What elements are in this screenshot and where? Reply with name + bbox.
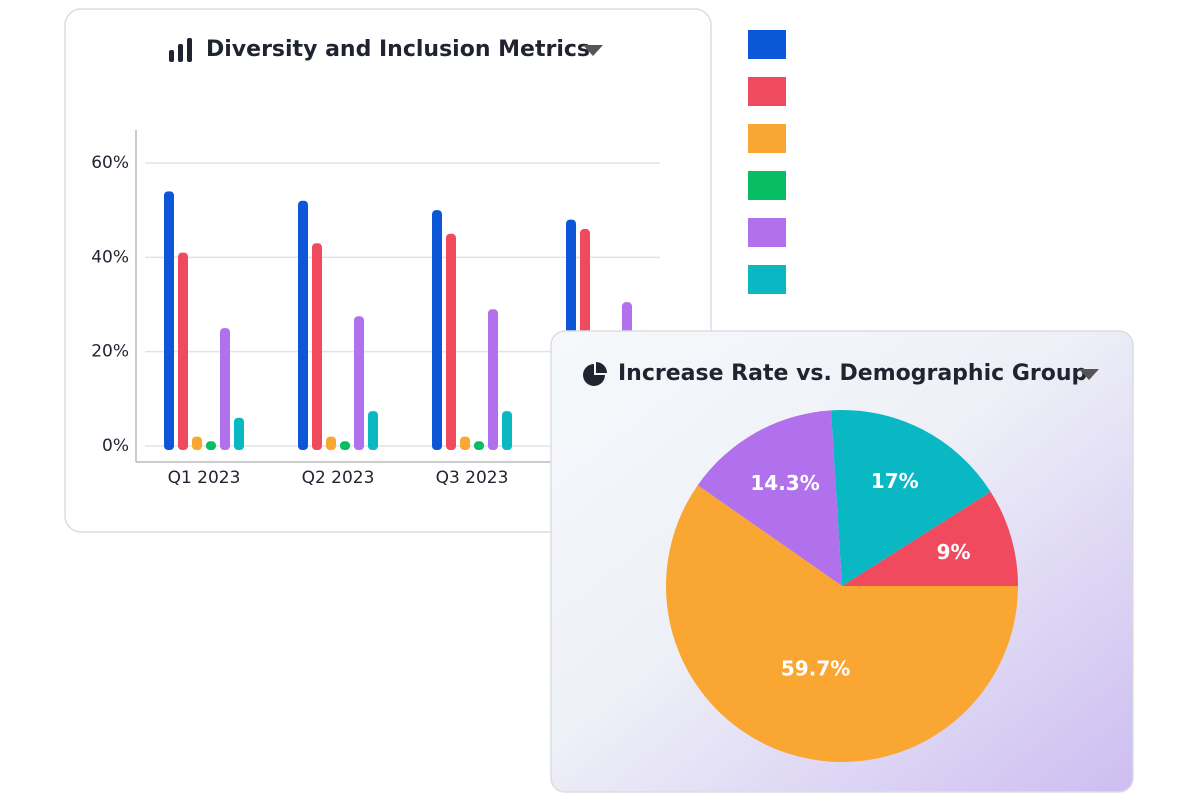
pie-slice bbox=[666, 485, 1018, 762]
bar bbox=[354, 316, 364, 450]
pie-card: Increase Rate vs. Demographic Group 9% 17… bbox=[550, 330, 1134, 793]
x-tick-label: Q2 2023 bbox=[302, 468, 375, 488]
pie-icon bbox=[583, 362, 607, 386]
legend-swatch bbox=[748, 30, 786, 59]
bar bbox=[192, 436, 202, 450]
slice-label: 17% bbox=[871, 469, 919, 493]
bar bbox=[234, 417, 244, 450]
chart-title: Increase Rate vs. Demographic Group bbox=[618, 361, 1087, 386]
x-tick-label: Q3 2023 bbox=[436, 468, 509, 488]
x-tick-label: Q1 2023 bbox=[168, 468, 241, 488]
bar bbox=[432, 210, 442, 450]
bar bbox=[312, 243, 322, 450]
bar bbox=[502, 411, 512, 450]
legend-swatch bbox=[748, 171, 786, 200]
pie-slice bbox=[697, 410, 842, 586]
dropdown-arrow[interactable] bbox=[1079, 369, 1099, 380]
bar bbox=[446, 233, 456, 450]
y-tick-label: 20% bbox=[91, 342, 129, 362]
y-tick-label: 40% bbox=[91, 247, 129, 267]
y-tick-label: 0% bbox=[102, 436, 129, 456]
bar bbox=[340, 441, 350, 450]
slice-label: 14.3% bbox=[750, 471, 819, 495]
dropdown-arrow[interactable] bbox=[583, 45, 603, 56]
bar-icon bbox=[169, 38, 192, 62]
chart-title: Diversity and Inclusion Metrics bbox=[206, 37, 590, 62]
bar-card: Diversity and Inclusion Metrics 0% 20% 40%… bbox=[64, 8, 712, 533]
pie-slice bbox=[830, 409, 991, 586]
bar bbox=[178, 252, 188, 450]
legend bbox=[748, 30, 786, 294]
bar bbox=[298, 200, 308, 450]
legend-swatch bbox=[748, 124, 786, 153]
legend-swatch bbox=[748, 77, 786, 106]
bar bbox=[460, 436, 470, 450]
slice-label: 9% bbox=[937, 540, 971, 564]
bar bbox=[368, 411, 378, 450]
pie-slice bbox=[842, 491, 1018, 586]
bar bbox=[474, 441, 484, 450]
bar bbox=[206, 441, 216, 450]
slice-label: 59.7% bbox=[781, 656, 850, 680]
bar bbox=[326, 436, 336, 450]
bar bbox=[488, 309, 498, 450]
legend-swatch bbox=[748, 218, 786, 247]
y-tick-label: 60% bbox=[91, 153, 129, 173]
bar bbox=[220, 328, 230, 450]
legend-swatch bbox=[748, 265, 786, 294]
bar bbox=[164, 191, 174, 451]
